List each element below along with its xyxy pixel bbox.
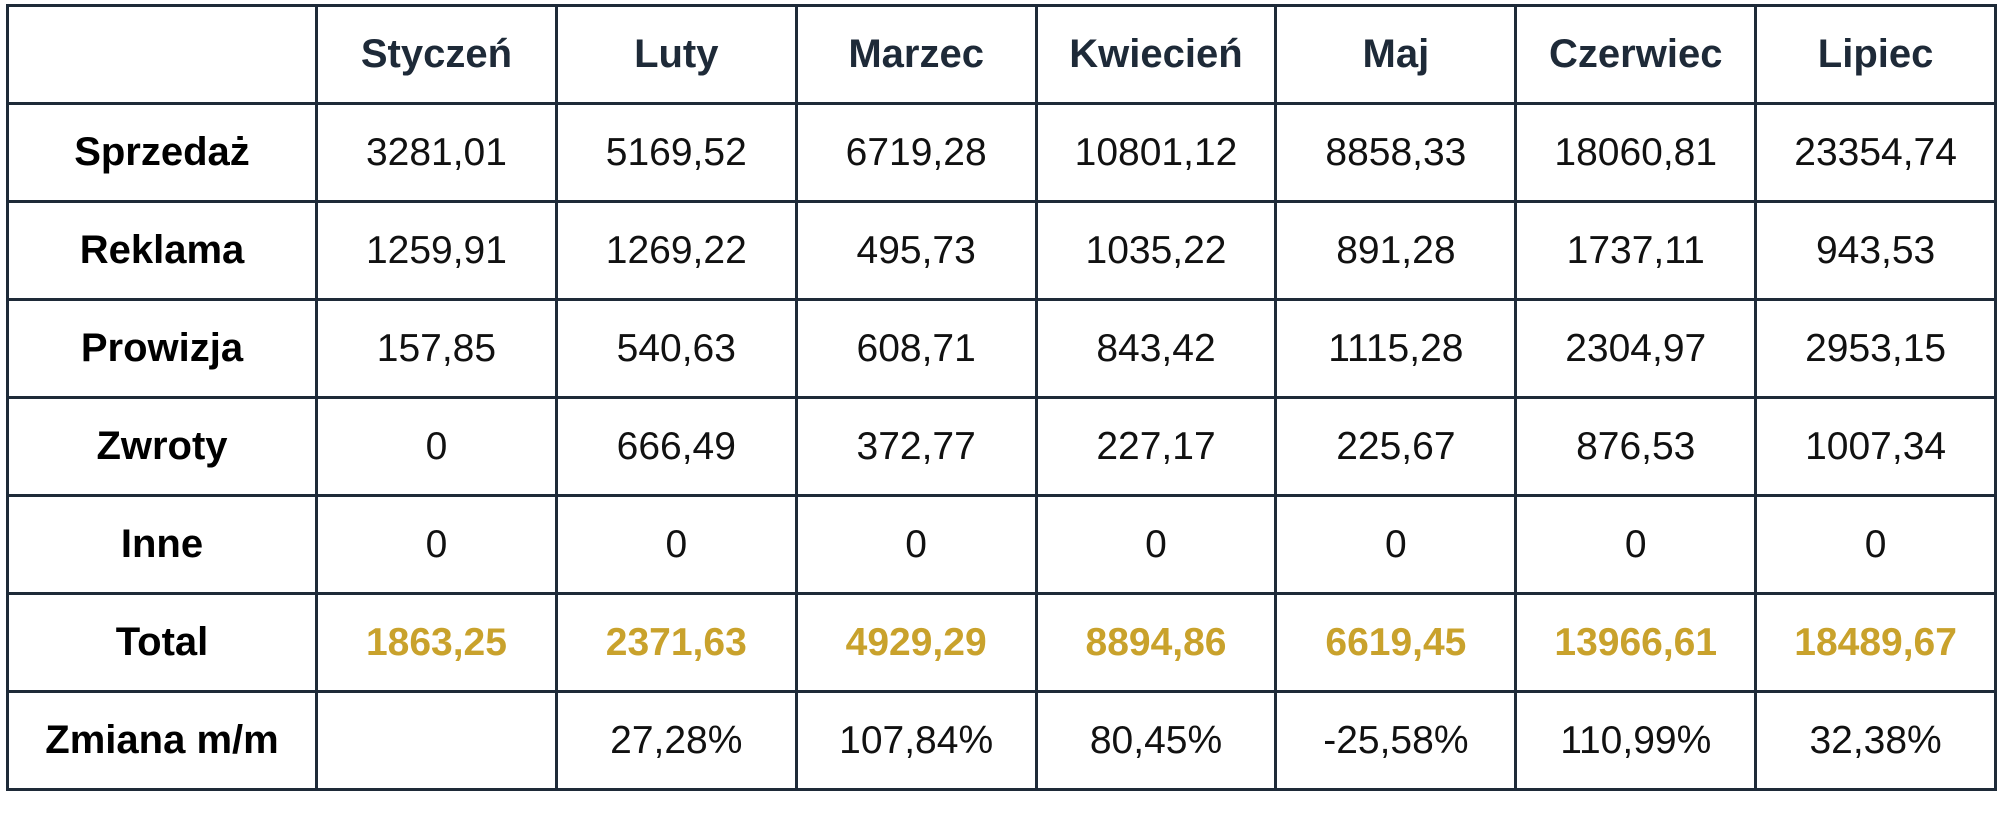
- table-row-sprzedaz: Sprzedaż 3281,01 5169,52 6719,28 10801,1…: [6, 102, 1998, 203]
- month-header: Czerwiec: [1514, 4, 1758, 105]
- total-cell: 8894,86: [1034, 592, 1278, 693]
- table-cell: [315, 690, 558, 791]
- table-cell: 0: [1514, 494, 1758, 595]
- table-cell: 891,28: [1274, 200, 1518, 301]
- table-cell: 32,38%: [1754, 690, 1998, 791]
- total-cell: 6619,45: [1274, 592, 1518, 693]
- table-cell: 27,28%: [554, 690, 798, 791]
- month-header: Marzec: [794, 4, 1038, 105]
- table-cell: 6719,28: [794, 102, 1038, 203]
- table-cell: 1115,28: [1274, 298, 1518, 399]
- total-cell: 4929,29: [794, 592, 1038, 693]
- table-cell: 0: [1034, 494, 1278, 595]
- table-row-inne: Inne 0 0 0 0 0 0 0: [6, 494, 1998, 595]
- table-row-reklama: Reklama 1259,91 1269,22 495,73 1035,22 8…: [6, 200, 1998, 301]
- table-cell: 1259,91: [315, 200, 558, 301]
- table-cell: 0: [554, 494, 798, 595]
- table-cell: 80,45%: [1034, 690, 1278, 791]
- corner-cell: [6, 4, 318, 105]
- table-cell: 0: [1754, 494, 1998, 595]
- table-cell: 2304,97: [1514, 298, 1758, 399]
- total-cell: 2371,63: [554, 592, 798, 693]
- row-label: Reklama: [6, 200, 318, 301]
- row-label: Zwroty: [6, 396, 318, 497]
- table-cell: 157,85: [315, 298, 558, 399]
- table-cell: 372,77: [794, 396, 1038, 497]
- month-header: Styczeń: [315, 4, 558, 105]
- table-cell: 495,73: [794, 200, 1038, 301]
- table-cell: 8858,33: [1274, 102, 1518, 203]
- month-header: Luty: [554, 4, 798, 105]
- table-row-total: Total 1863,25 2371,63 4929,29 8894,86 66…: [6, 592, 1998, 693]
- total-cell: 18489,67: [1754, 592, 1998, 693]
- row-label: Sprzedaż: [6, 102, 318, 203]
- table-cell: 1007,34: [1754, 396, 1998, 497]
- table-cell: 0: [794, 494, 1038, 595]
- table-cell: 18060,81: [1514, 102, 1758, 203]
- total-cell: 1863,25: [315, 592, 558, 693]
- table-cell: 876,53: [1514, 396, 1758, 497]
- month-header: Maj: [1274, 4, 1518, 105]
- table-cell: 1269,22: [554, 200, 798, 301]
- row-label: Total: [6, 592, 318, 693]
- table-row-zmiana: Zmiana m/m 27,28% 107,84% 80,45% -25,58%…: [6, 690, 1998, 791]
- table-cell: 2953,15: [1754, 298, 1998, 399]
- table-cell: 843,42: [1034, 298, 1278, 399]
- table-cell: 1737,11: [1514, 200, 1758, 301]
- table-cell: 10801,12: [1034, 102, 1278, 203]
- table-cell: 1035,22: [1034, 200, 1278, 301]
- monthly-summary-table: Styczeń Luty Marzec Kwiecień Maj Czerwie…: [6, 4, 1998, 791]
- month-header: Kwiecień: [1034, 4, 1278, 105]
- table-cell: 0: [315, 396, 558, 497]
- table-cell: 5169,52: [554, 102, 798, 203]
- table-row-prowizja: Prowizja 157,85 540,63 608,71 843,42 111…: [6, 298, 1998, 399]
- table-cell: 0: [1274, 494, 1518, 595]
- table-cell: 943,53: [1754, 200, 1998, 301]
- header-row: Styczeń Luty Marzec Kwiecień Maj Czerwie…: [6, 4, 1998, 105]
- table-cell: 0: [315, 494, 558, 595]
- table-cell: 107,84%: [794, 690, 1038, 791]
- table-cell: 608,71: [794, 298, 1038, 399]
- table-cell: 3281,01: [315, 102, 558, 203]
- table-cell: 225,67: [1274, 396, 1518, 497]
- row-label: Inne: [6, 494, 318, 595]
- table-cell: 23354,74: [1754, 102, 1998, 203]
- table-cell: 540,63: [554, 298, 798, 399]
- total-cell: 13966,61: [1514, 592, 1758, 693]
- row-label: Zmiana m/m: [6, 690, 318, 791]
- table-container: Styczeń Luty Marzec Kwiecień Maj Czerwie…: [6, 4, 1998, 791]
- month-header: Lipiec: [1754, 4, 1998, 105]
- table-cell: 227,17: [1034, 396, 1278, 497]
- row-label: Prowizja: [6, 298, 318, 399]
- table-cell: -25,58%: [1274, 690, 1518, 791]
- table-row-zwroty: Zwroty 0 666,49 372,77 227,17 225,67 876…: [6, 396, 1998, 497]
- table-cell: 110,99%: [1514, 690, 1758, 791]
- table-cell: 666,49: [554, 396, 798, 497]
